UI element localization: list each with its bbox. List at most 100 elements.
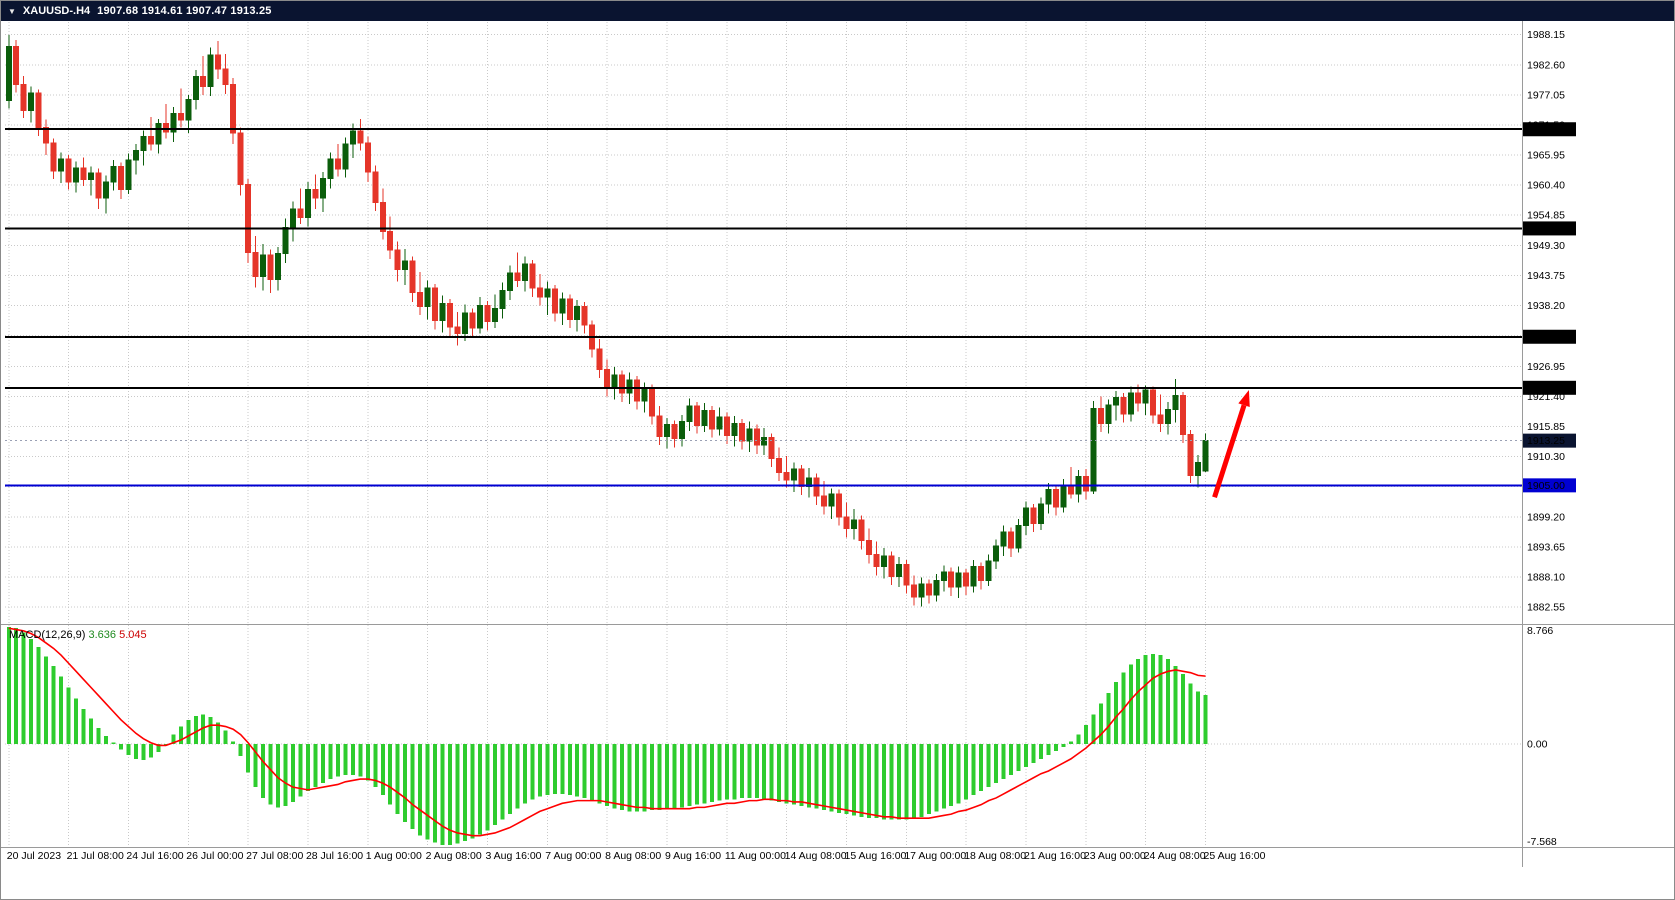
candle-body (312, 188, 319, 199)
candle-body (806, 477, 813, 487)
macd-histogram-bar (799, 744, 804, 807)
chart-ohlc-readout: 1907.68 1914.61 1907.47 1913.25 (97, 5, 272, 17)
macd-histogram-bar (365, 744, 370, 781)
x-axis-label: 27 Jul 08:00 (246, 850, 303, 862)
candle-body (955, 572, 962, 588)
macd-histogram-bar (477, 744, 482, 835)
macd-histogram-bar (1098, 703, 1103, 745)
macd-histogram-bar (268, 744, 273, 805)
macd-histogram-bar (350, 744, 355, 776)
candle-body (753, 428, 760, 446)
macd-histogram-bar (29, 639, 34, 745)
macd-histogram-bar (1016, 744, 1021, 772)
candle-body (185, 98, 192, 121)
candle-body (1045, 489, 1052, 505)
x-axis-label: 26 Jul 00:00 (186, 850, 243, 862)
candle-body (940, 571, 947, 582)
y-axis-tick-label: 1882.55 (1527, 602, 1565, 614)
candle-body (28, 92, 35, 111)
candle-body (1015, 524, 1022, 549)
macd-histogram-bar (96, 727, 101, 745)
candle-body (1202, 440, 1209, 472)
candle-body (1165, 408, 1172, 425)
macd-histogram-bar (777, 744, 782, 802)
candle-body (850, 519, 857, 530)
candle-body (723, 416, 730, 436)
candle-body (985, 560, 992, 582)
x-axis-label: 3 Aug 16:00 (485, 850, 541, 862)
macd-histogram-bar (769, 744, 774, 801)
candle-body (738, 423, 745, 442)
macd-histogram-bar (612, 744, 617, 809)
candle-body (1000, 531, 1007, 547)
candle-body (1135, 392, 1142, 404)
macd-histogram-bar (216, 722, 221, 745)
candle-body (978, 566, 985, 582)
candle-body (170, 113, 177, 133)
macd-histogram-bar (223, 730, 228, 745)
price-chart-canvas[interactable]: 20 Jul 2023 21 Jul 08:00 24 Jul 16:00 26 Ju… (1, 21, 1675, 900)
macd-histogram-bar (1038, 744, 1043, 759)
price-badge-label: 1923.00 (1527, 382, 1565, 394)
candle-body (35, 92, 42, 129)
candle-body (776, 457, 783, 473)
x-axis-label: 14 Aug 08:00 (785, 850, 847, 862)
macd-histogram-bar (844, 744, 849, 815)
x-axis-label: 18 Aug 08:00 (964, 850, 1026, 862)
y-axis-tick-label: 1943.75 (1527, 270, 1565, 282)
macd-histogram-bar (433, 744, 438, 843)
macd-histogram-bar (552, 744, 557, 794)
macd-histogram-bar (904, 744, 909, 820)
candle-body (304, 188, 311, 219)
candle-body (43, 127, 50, 144)
candle-body (1097, 407, 1104, 425)
macd-histogram-bar (66, 687, 71, 745)
macd-histogram-bar (620, 744, 625, 811)
candle-body (469, 312, 476, 329)
macd-histogram-bar (485, 744, 490, 831)
candle-body (693, 405, 700, 427)
macd-histogram-bar (1203, 695, 1208, 745)
macd-histogram-bar (36, 647, 41, 745)
macd-histogram-bar (1158, 655, 1163, 745)
candle-body (147, 135, 154, 145)
candle-body (791, 468, 798, 481)
trend-arrow-shaft[interactable] (1212, 404, 1247, 499)
price-badge (1523, 380, 1576, 395)
macd-histogram-bar (679, 744, 684, 808)
candle-body (364, 142, 371, 173)
candle-body (379, 201, 386, 233)
macd-histogram-bar (739, 744, 744, 798)
macd-histogram-bar (650, 744, 655, 811)
candle-body (88, 172, 95, 181)
candle-body (1067, 484, 1074, 495)
candle-body (245, 184, 252, 253)
macd-histogram-bar (1188, 683, 1193, 745)
macd-histogram-bar (186, 719, 191, 745)
macd-histogram-bar (866, 744, 871, 819)
macd-histogram-bar (358, 744, 363, 777)
macd-histogram-bar (754, 744, 759, 798)
macd-histogram-bar (859, 744, 864, 817)
candle-body (327, 158, 334, 180)
macd-histogram-bar (507, 744, 512, 815)
candle-body (813, 477, 820, 497)
candle-body (1023, 507, 1030, 526)
macd-histogram-bar (156, 744, 161, 753)
x-axis-label: 2 Aug 08:00 (426, 850, 482, 862)
candle-body (678, 420, 685, 440)
candle-body (499, 289, 506, 310)
symbol-dropdown-icon[interactable]: ▼ (8, 6, 16, 16)
macd-histogram-bar (664, 744, 669, 809)
candle-body (252, 251, 259, 278)
macd-histogram-bar (642, 744, 647, 812)
macd-histogram-bar (1173, 665, 1178, 745)
candle-body (836, 493, 843, 518)
macd-histogram-bar (807, 744, 812, 808)
candle-body (1150, 389, 1157, 416)
candle-body (432, 287, 439, 322)
trend-arrow-head[interactable] (1238, 389, 1250, 408)
candle-body (536, 287, 543, 298)
candle-body (73, 167, 80, 183)
macd-histogram-bar (814, 744, 819, 809)
